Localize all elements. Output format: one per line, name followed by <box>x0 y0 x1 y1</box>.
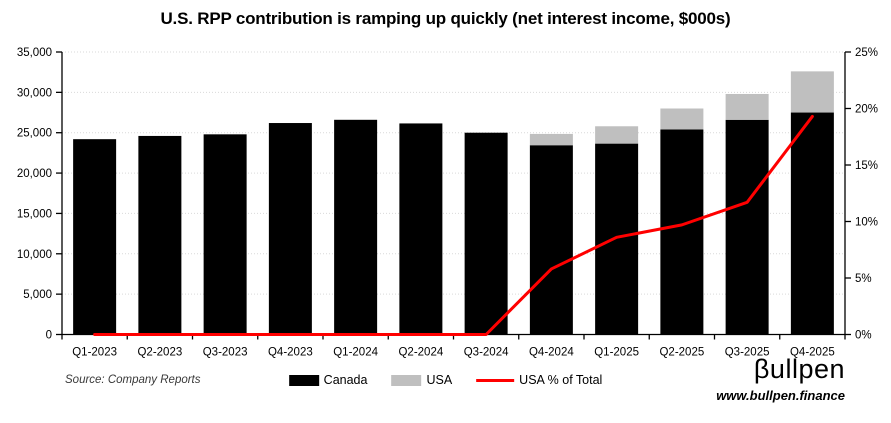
brand-url: www.bullpen.finance <box>716 388 845 403</box>
bar-canada <box>73 139 117 335</box>
brand-name: βullpen <box>753 354 845 384</box>
legend-item-canada: Canada <box>288 373 368 387</box>
legend-item-usa-of-total: USA % of Total <box>476 373 602 387</box>
bar-canada <box>399 123 443 335</box>
y-axis-right-label: 0% <box>855 330 872 342</box>
x-axis-label: Q3-2024 <box>464 347 509 359</box>
x-axis-label: Q2-2025 <box>659 347 704 359</box>
bar-canada <box>138 135 182 335</box>
x-axis-label: Q3-2025 <box>725 347 770 359</box>
y-axis-left-label: 30,000 <box>17 87 52 99</box>
bar-canada <box>725 119 769 335</box>
bar-usa <box>529 133 573 146</box>
bar-usa <box>725 93 769 120</box>
bar-usa <box>790 71 834 113</box>
legend-label: USA % of Total <box>519 373 603 387</box>
y-axis-left-label: 20,000 <box>17 168 52 180</box>
x-axis-label: Q1-2024 <box>333 347 378 359</box>
y-axis-left-label: 35,000 <box>17 47 52 59</box>
x-axis-label: Q3-2023 <box>203 347 248 359</box>
x-axis-label: Q1-2023 <box>72 347 117 359</box>
y-axis-left-label: 5,000 <box>23 289 52 301</box>
y-axis-right-label: 25% <box>855 47 878 59</box>
bar-canada <box>595 143 639 335</box>
y-axis-left-label: 15,000 <box>17 208 52 220</box>
y-axis-right-label: 20% <box>855 104 878 116</box>
legend-label: Canada <box>323 373 368 387</box>
y-axis-right-label: 15% <box>855 160 878 172</box>
bar-canada <box>790 112 834 335</box>
x-axis-label: Q4-2023 <box>268 347 313 359</box>
usa-pct-line <box>93 114 814 336</box>
x-axis-label: Q4-2024 <box>529 347 574 359</box>
y-axis-left-label: 10,000 <box>17 249 52 261</box>
x-axis-label: Q2-2024 <box>398 347 443 359</box>
bar-usa <box>595 126 639 144</box>
y-axis-left-label: 0 <box>46 330 52 342</box>
y-axis-left-label: 25,000 <box>17 128 52 140</box>
chart-title: U.S. RPP contribution is ramping up quic… <box>160 9 731 28</box>
source-note: Source: Company Reports <box>65 374 201 386</box>
bar-canada <box>660 129 704 335</box>
legend-swatch-rect <box>391 374 422 386</box>
legend-item-usa: USA <box>391 373 452 387</box>
y-axis-right-label: 10% <box>855 217 878 229</box>
legend: Canada USA USA % of Total <box>288 373 602 387</box>
legend-label: USA <box>426 373 453 387</box>
bar-canada <box>203 134 247 335</box>
x-axis-label: Q1-2025 <box>594 347 639 359</box>
y-axis-right-label: 5% <box>855 273 872 285</box>
brand-logo: βullpen www.bullpen.finance <box>716 354 845 403</box>
x-axis-label: Q4-2025 <box>790 347 835 359</box>
bar-canada <box>268 123 312 335</box>
bar-canada <box>334 119 378 335</box>
x-axis-label: Q2-2023 <box>137 347 182 359</box>
bar-canada <box>529 145 573 335</box>
bar-usa <box>660 108 704 130</box>
legend-swatch-rect <box>288 374 319 386</box>
legend-swatch-line <box>476 378 515 382</box>
bar-canada <box>464 132 508 335</box>
